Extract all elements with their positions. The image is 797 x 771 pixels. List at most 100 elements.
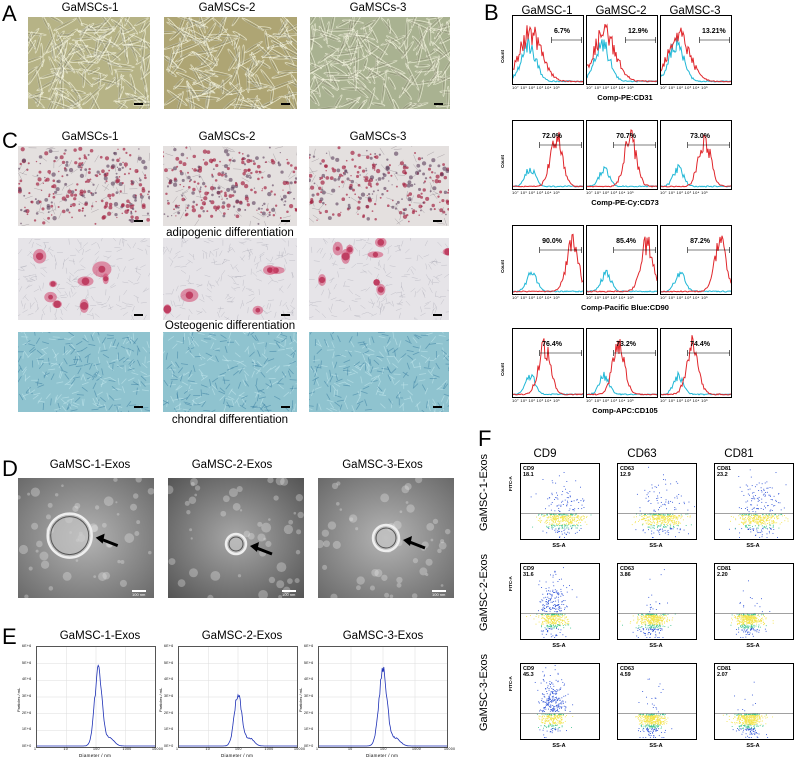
histogram-3-2-percent: 85.4% <box>616 238 636 245</box>
panel-c-chon-micrograph-3-scale-bar <box>433 406 442 408</box>
histogram-2-2-percent: 70.7% <box>616 133 636 140</box>
panel-c-title-3: GaMSCs-3 <box>349 131 407 143</box>
scatter-3-2-gate: CD63 4.59 <box>620 666 634 678</box>
nta-2-ytick-1: 6E+6 <box>164 644 174 648</box>
panel-d-title-1: GaMSC-1-Exos <box>49 459 131 471</box>
panel-label-c: C <box>2 128 18 153</box>
nta-3-ytick-6: 1E+6 <box>304 727 314 732</box>
panel-b-title-1: GaMSC-1 <box>521 5 573 17</box>
scatter-2-1-gate: CD9 31.6 <box>523 566 534 578</box>
scatter-2-2 <box>617 563 697 640</box>
histogram-3-2 <box>586 225 658 295</box>
scatter-1-1 <box>520 463 600 540</box>
panel-c-adipo-micrograph-2-scale-bar <box>281 220 290 222</box>
histogram-4-3-xticks: 10° 10¹ 10² 10³ 10⁴ 10⁵ <box>660 398 709 403</box>
nta-1-ytick-6: 1E+6 <box>22 727 32 732</box>
panel-f-col-cd9: CD9 <box>533 448 557 460</box>
gate-value: 12.9 <box>620 472 631 479</box>
histogram-4-2-xticks: 10° 10¹ 10² 10³ 10⁴ 10⁵ <box>586 398 635 403</box>
histogram-3-1-xticks: 10° 10¹ 10² 10³ 10⁴ 10⁵ <box>512 295 561 300</box>
gate-value: 2.07 <box>717 672 728 679</box>
panel-e-title-2: GaMSC-2-Exos <box>201 630 283 642</box>
nta-1-xtick-1: 1 <box>34 747 37 751</box>
nta-2-xlabel: Diameter / nm <box>221 753 254 758</box>
panel-f-row-label-2: GaMSC-2-Exos <box>478 553 490 631</box>
scatter-1-2 <box>617 463 697 540</box>
osteogenic-caption: Osteogenic differentiation <box>164 320 296 332</box>
panel-c-osteo-micrograph-1-scale-bar <box>134 314 143 316</box>
nta-2-ytick-5: 2E+6 <box>164 710 174 715</box>
gate-name: CD9 <box>523 566 535 572</box>
panel-e-title-3: GaMSC-3-Exos <box>342 630 424 642</box>
nta-3-xlabel: Diameter / nm <box>366 753 399 758</box>
panel-d-title-3: GaMSC-3-Exos <box>342 459 423 471</box>
panel-d-title-2: GaMSC-2-Exos <box>191 459 273 471</box>
panel-c-adipo-micrograph-1-scale-bar <box>134 220 143 222</box>
panel-c-chon-micrograph-2 <box>163 332 297 412</box>
gate-value: 2.20 <box>717 572 728 579</box>
scatter-1-ylabel: FITC-A <box>508 476 513 491</box>
panel-f-col-cd63: CD63 <box>627 448 657 460</box>
histogram-1-2-percent: 12.9% <box>628 28 648 35</box>
scatter-2-3-gate: CD81 2.20 <box>717 566 731 578</box>
histogram-3-1 <box>512 225 584 295</box>
nta-3-ytick-4: 3E+6 <box>304 694 314 698</box>
panel-b-title-2: GaMSC-2 <box>595 5 647 17</box>
em-image-2 <box>168 478 304 598</box>
nta-3-xtick-5: 10000 <box>444 747 456 751</box>
nta-2-xtick-1: 1 <box>176 747 179 751</box>
histogram-4-2-percent: 73.2% <box>616 341 636 348</box>
nta-2-ylabel: Particles / mL <box>158 687 163 712</box>
histogram-4-3-percent: 74.4% <box>690 341 710 348</box>
histogram-1-3-xticks: 10° 10¹ 10² 10³ 10⁴ 10⁵ <box>660 85 709 90</box>
em-scale-text-2: 100 nm <box>282 592 296 597</box>
histogram-2-3-percent: 73.0% <box>690 133 710 140</box>
gate-name: CD81 <box>717 666 732 672</box>
panel-c-osteo-micrograph-2-scale-bar <box>281 314 290 316</box>
adipogenic-caption: adipogenic differentiation <box>166 227 294 239</box>
nta-1-xtick-2: 10 <box>63 747 68 751</box>
nta-2-ytick-6: 1E+6 <box>164 727 174 732</box>
nta-3-ytick-2: 5E+6 <box>304 660 314 665</box>
panel-b-marker-label-4: Comp-APC:CD105 <box>592 406 658 415</box>
scatter-2-1 <box>520 563 600 640</box>
gate-name: CD81 <box>717 466 732 472</box>
nta-3-xtick-1: 1 <box>316 747 319 751</box>
em-scale-bar-1 <box>132 590 146 592</box>
panel-label-b: B <box>484 0 499 25</box>
gate-value: 31.6 <box>523 572 534 579</box>
nta-2-ytick-2: 5E+6 <box>164 660 174 665</box>
histogram-3-2-xticks: 10° 10¹ 10² 10³ 10⁴ 10⁵ <box>586 295 635 300</box>
scatter-3-3-gate: CD81 2.07 <box>717 666 731 678</box>
histogram-1-1-percent: 6.7% <box>554 28 570 35</box>
nta-1-xtick-4: 1000 <box>122 747 132 751</box>
panel-c-chon-micrograph-1 <box>18 332 150 412</box>
histogram-3-1-percent: 90.0% <box>542 238 562 245</box>
scatter-2-2-xlabel: SS-A <box>649 643 663 649</box>
nta-3-xtick-2: 10 <box>348 747 353 751</box>
panel-c-title-2: GaMSCs-2 <box>198 131 256 143</box>
panel-f-row-label-1: GaMSC-1-Exos <box>478 453 490 531</box>
em-scale-bar-2 <box>282 590 296 592</box>
nta-3-xtick-3: 100 <box>380 747 387 751</box>
em-scale-text-3: 100 nm <box>432 592 446 597</box>
nta-1-xlabel: Diameter / nm <box>79 753 112 758</box>
panel-c-osteo-micrograph-3 <box>309 238 449 320</box>
scatter-3-1 <box>520 663 600 740</box>
panel-a-micrograph-2-scale-bar <box>281 103 290 105</box>
panel-c-osteo-micrograph-3-scale-bar <box>433 314 442 316</box>
scatter-3-ylabel: FITC-A <box>508 676 513 691</box>
scatter-3-1-xlabel: SS-A <box>552 743 566 749</box>
histogram-2-1 <box>512 120 584 190</box>
panel-c-adipo-micrograph-3 <box>309 146 449 226</box>
histogram-2-2 <box>586 120 658 190</box>
histogram-2-1-xticks: 10° 10¹ 10² 10³ 10⁴ 10⁵ <box>512 190 561 195</box>
histogram-3-3-percent: 87.2% <box>690 238 710 245</box>
scatter-3-1-gate: CD9 45.3 <box>523 666 534 678</box>
histogram-1-3-percent: 13.21% <box>702 28 726 35</box>
panel-a-title-1: GaMSCs-1 <box>61 2 119 14</box>
panel-c-osteo-micrograph-1 <box>18 238 150 320</box>
histogram-4-1-xticks: 10° 10¹ 10² 10³ 10⁴ 10⁵ <box>512 398 561 403</box>
em-scale-bar-3 <box>432 590 446 592</box>
nta-1-ytick-1: 6E+6 <box>22 644 32 648</box>
